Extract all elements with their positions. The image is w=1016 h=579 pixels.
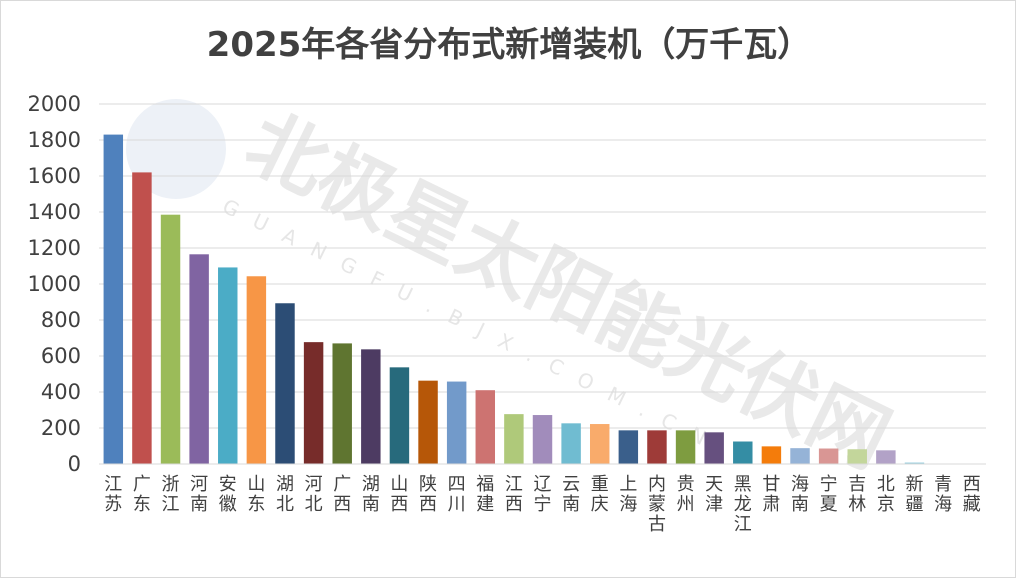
bar-19 [647, 430, 666, 464]
x-tick-label: 陕西 [419, 474, 437, 515]
bar-15 [533, 415, 552, 464]
bar-12 [447, 382, 466, 464]
bar-3 [189, 254, 208, 464]
y-axis: 0 200 400 600 800 1000 1200 1400 1600 1800 2000 [28, 92, 81, 476]
x-tick-label: 新疆 [905, 474, 923, 515]
y-tick-label: 0 [68, 452, 81, 476]
bar-2 [161, 215, 180, 464]
bar-11 [418, 381, 437, 464]
x-tick-label: 江西 [505, 474, 523, 515]
x-tick-label: 辽宁 [534, 474, 552, 515]
bar-21 [704, 432, 723, 464]
x-tick-label: 湖南 [362, 474, 380, 515]
y-tick-label: 800 [41, 308, 81, 332]
x-tick-label: 四川 [448, 474, 466, 515]
x-tick-label: 天津 [705, 474, 723, 515]
x-tick-label: 青海 [934, 474, 952, 515]
bar-0 [104, 135, 123, 464]
bar-24 [790, 448, 809, 464]
x-tick-label: 重庆 [591, 474, 609, 515]
bar-22 [733, 442, 752, 465]
bar-23 [762, 446, 781, 464]
x-tick-label: 宁夏 [820, 474, 838, 515]
bar-5 [247, 276, 266, 464]
x-tick-label: 云南 [562, 474, 580, 515]
x-tick-label: 上海 [619, 474, 637, 515]
x-tick-label: 北京 [877, 474, 895, 515]
x-tick-label: 河南 [190, 474, 208, 515]
y-tick-label: 200 [41, 416, 81, 440]
y-tick-label: 600 [41, 344, 81, 368]
x-axis: 江苏广东浙江河南安徽山东湖北河北广西湖南山西陕西四川福建江西辽宁云南重庆上海内蒙… [104, 474, 980, 535]
bar-10 [390, 367, 409, 464]
bar-4 [218, 267, 237, 464]
bar-13 [476, 390, 495, 464]
y-tick-label: 1600 [28, 164, 81, 188]
x-tick-label: 山东 [247, 474, 265, 515]
y-tick-label: 1000 [28, 272, 81, 296]
bar-1 [132, 172, 151, 464]
bar-14 [504, 414, 523, 464]
y-tick-label: 2000 [28, 92, 81, 116]
x-tick-label: 贵州 [677, 474, 695, 515]
bar-8 [332, 343, 351, 464]
x-tick-label: 福建 [476, 474, 494, 515]
x-tick-label: 吉林 [848, 474, 866, 515]
y-tick-label: 1400 [28, 200, 81, 224]
x-tick-label: 江苏 [104, 474, 122, 515]
x-tick-label: 海南 [791, 474, 809, 515]
x-tick-label: 内蒙古 [648, 474, 666, 535]
x-tick-label: 浙江 [162, 474, 180, 515]
bar-7 [304, 342, 323, 464]
x-tick-label: 安徽 [219, 474, 237, 515]
x-tick-label: 广西 [333, 474, 351, 515]
bar-25 [819, 449, 838, 464]
bar-6 [275, 303, 294, 464]
bar-20 [676, 430, 695, 464]
bar-27 [876, 450, 895, 464]
y-tick-label: 400 [41, 380, 81, 404]
x-tick-label: 湖北 [276, 474, 294, 515]
y-tick-label: 1800 [28, 128, 81, 152]
x-tick-label: 广东 [133, 474, 151, 515]
bar-16 [561, 423, 580, 464]
x-tick-label: 黑龙江 [734, 474, 752, 535]
bar-26 [848, 449, 867, 464]
x-tick-label: 山西 [390, 474, 408, 515]
x-tick-label: 西藏 [963, 474, 981, 515]
x-tick-label: 河北 [305, 474, 323, 515]
bar-17 [590, 424, 609, 464]
bar-18 [619, 430, 638, 464]
chart-title: 2025年各省分布式新增装机（万千瓦） [207, 25, 812, 65]
y-tick-label: 1200 [28, 236, 81, 260]
bar-9 [361, 349, 380, 464]
x-tick-label: 甘肃 [762, 474, 780, 515]
